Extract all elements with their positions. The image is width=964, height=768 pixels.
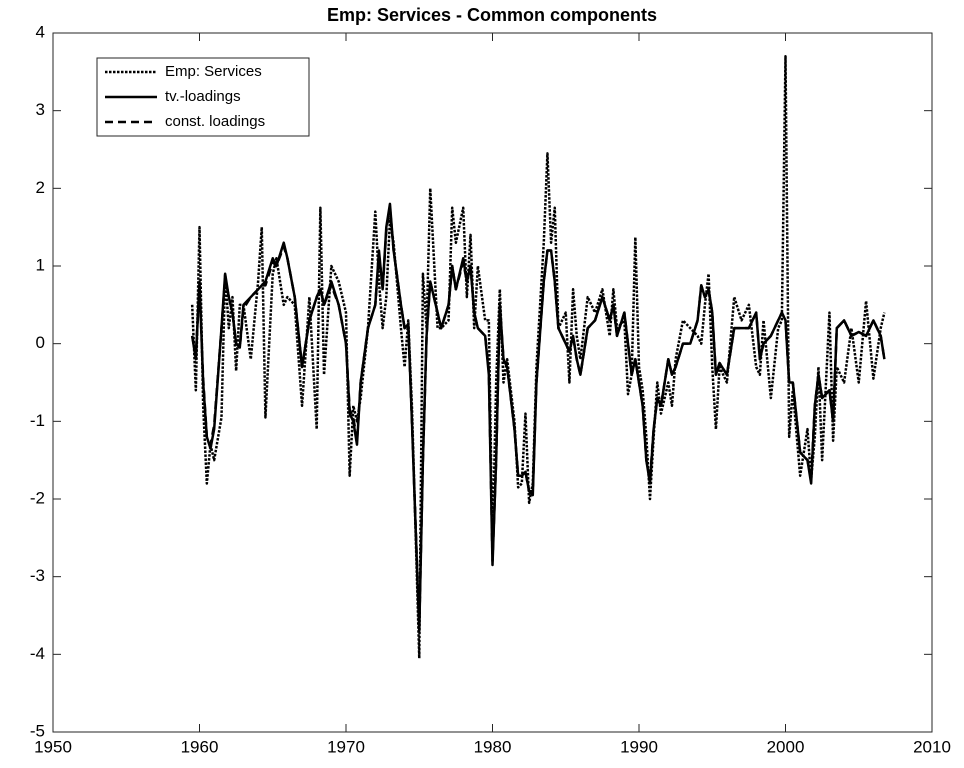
x-tick-label: 1960 (181, 737, 219, 756)
y-tick-label: 2 (36, 178, 45, 197)
x-tick-label: 2000 (767, 737, 805, 756)
chart-title: Emp: Services - Common components (327, 5, 657, 25)
y-tick-label: -3 (30, 566, 45, 585)
x-tick-label: 1990 (620, 737, 658, 756)
x-tick-label: 2010 (913, 737, 951, 756)
legend-label: const. loadings (165, 113, 265, 130)
legend-label: Emp: Services (165, 63, 262, 80)
x-tick-label: 1970 (327, 737, 365, 756)
y-tick-label: 1 (36, 255, 45, 274)
y-tick-label: -4 (30, 644, 45, 663)
y-tick-label: -1 (30, 411, 45, 430)
y-tick-label: -5 (30, 721, 45, 740)
x-tick-label: 1980 (474, 737, 512, 756)
y-tick-label: 4 (36, 22, 45, 41)
y-tick-label: 0 (36, 333, 45, 352)
legend-label: tv.-loadings (165, 88, 241, 105)
x-tick-label: 1950 (34, 737, 72, 756)
plot-area (52, 32, 933, 733)
y-tick-label: 3 (36, 100, 45, 119)
y-tick-label: -2 (30, 488, 45, 507)
series-line (190, 202, 886, 633)
